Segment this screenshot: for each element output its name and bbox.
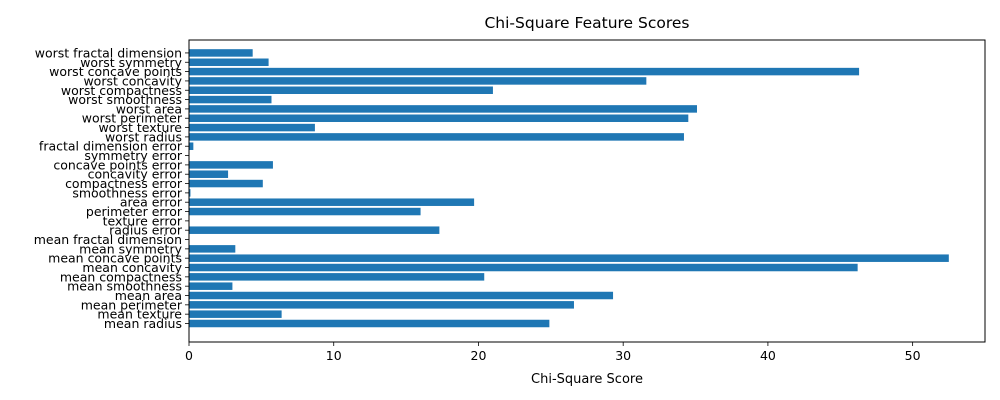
y-tick-label: symmetry error — [84, 148, 182, 163]
bar-worst-fractal-dimension — [189, 49, 253, 57]
x-tick-label: 40 — [760, 348, 776, 363]
bar-fractal-dimension-error — [189, 142, 194, 150]
y-tick-label: mean concavity — [82, 260, 182, 275]
y-tick-label: perimeter error — [86, 204, 183, 219]
y-tick-label: fractal dimension error — [39, 139, 183, 154]
y-tick-label: mean area — [115, 288, 182, 303]
bar-worst-radius — [189, 133, 684, 141]
chart-title: Chi-Square Feature Scores — [484, 14, 689, 32]
bar-radius-error — [189, 226, 440, 234]
y-tick-label: mean radius — [104, 316, 182, 331]
y-tick-label: mean perimeter — [81, 297, 183, 312]
bar-mean-smoothness — [189, 282, 233, 290]
y-tick-label: mean concave points — [48, 251, 182, 266]
y-tick-label: mean symmetry — [79, 241, 182, 256]
bar-smoothness-error — [189, 189, 191, 197]
bar-concave-points-error — [189, 161, 273, 169]
y-tick-label: mean compactness — [60, 269, 182, 284]
plot-frame — [188, 39, 986, 343]
bar-mean-compactness — [189, 273, 485, 281]
y-tick-label: worst concave points — [49, 64, 182, 79]
y-tick-label: worst area — [116, 101, 182, 116]
x-tick-label: 10 — [326, 348, 342, 363]
y-tick-label: smoothness error — [72, 185, 183, 200]
x-tick-label: 50 — [905, 348, 921, 363]
bar-area-error — [189, 198, 475, 206]
x-axis-title: Chi-Square Score — [531, 372, 643, 387]
y-tick-label: worst fractal dimension — [35, 45, 182, 60]
y-tick-label: mean smoothness — [67, 279, 182, 294]
bar-worst-symmetry — [189, 58, 269, 67]
bar-worst-concave-points — [189, 67, 860, 76]
x-axis-ticks: 0 10 20 30 40 50 — [185, 342, 921, 363]
bar-concavity-error — [189, 170, 229, 178]
y-tick-label: radius error — [109, 223, 183, 238]
bar-mean-texture — [189, 310, 282, 318]
bar-worst-concavity — [189, 77, 647, 85]
bar-worst-area — [189, 105, 697, 113]
bar-worst-compactness — [189, 86, 493, 94]
y-tick-label: worst texture — [98, 120, 182, 135]
y-tick-label: mean fractal dimension — [34, 232, 182, 247]
y-tick-label: worst compactness — [61, 83, 182, 98]
x-tick-label: 0 — [185, 348, 193, 363]
bar-mean-radius — [189, 319, 550, 328]
bar-perimeter-error — [189, 207, 421, 216]
bar-mean-concavity — [189, 263, 858, 272]
y-tick-label: worst symmetry — [80, 55, 182, 70]
y-tick-label: concavity error — [88, 167, 183, 182]
y-tick-label: area error — [120, 195, 183, 210]
bar-mean-perimeter — [189, 301, 574, 309]
y-tick-label: concave points error — [53, 157, 183, 172]
x-tick-label: 30 — [615, 348, 631, 363]
bar-compactness-error — [189, 179, 263, 188]
bars-group — [189, 49, 949, 328]
bar-worst-smoothness — [189, 95, 272, 104]
y-tick-label: compactness error — [65, 176, 183, 191]
y-tick-label: worst smoothness — [68, 92, 182, 107]
x-tick-label: 20 — [471, 348, 487, 363]
bar-mean-symmetry — [189, 245, 236, 253]
y-tick-label: texture error — [103, 213, 183, 228]
bar-worst-texture — [189, 123, 315, 132]
bar-worst-perimeter — [189, 114, 689, 122]
y-tick-label: worst radius — [105, 129, 182, 144]
y-tick-label: worst perimeter — [82, 111, 183, 126]
y-tick-label: mean texture — [97, 307, 182, 322]
y-tick-label: worst concavity — [83, 73, 182, 88]
bar-mean-concave-points — [189, 254, 949, 262]
bar-mean-area — [189, 291, 614, 300]
